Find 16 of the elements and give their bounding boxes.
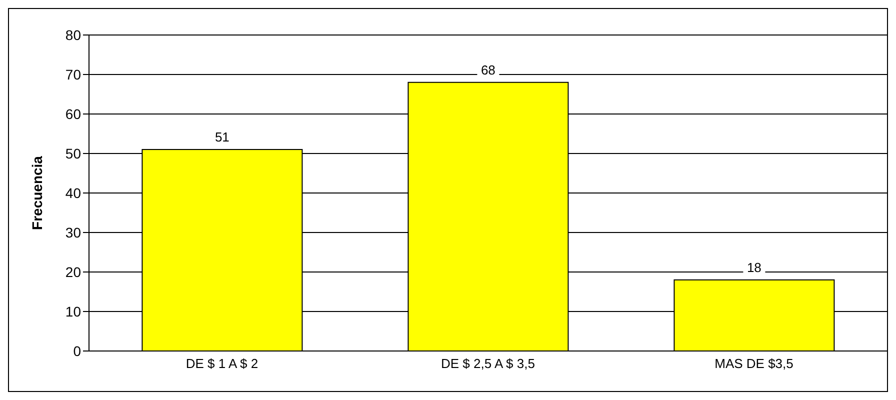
data-label: 51 — [214, 130, 230, 145]
y-tick-label: 10 — [65, 303, 82, 320]
y-tick-label: 20 — [65, 264, 82, 280]
y-tick-label: 0 — [73, 342, 82, 359]
y-tick-label: 40 — [65, 184, 82, 201]
y-tick-label: 70 — [65, 66, 82, 82]
x-tick-label: DE $ 2,5 A $ 3,5 — [441, 356, 535, 372]
y-tick-label: 80 — [65, 26, 82, 43]
x-tick-label: DE $ 1 A $ 2 — [186, 356, 258, 372]
data-label: 68 — [480, 62, 496, 78]
x-tick-label: MAS DE $3,5 — [714, 356, 794, 372]
y-tick-label: 50 — [65, 145, 82, 162]
y-axis-title: Frecuencia — [28, 156, 45, 230]
y-tick-label: 30 — [65, 224, 82, 240]
y-tick-label: 60 — [65, 106, 82, 122]
data-label: 18 — [746, 260, 762, 275]
